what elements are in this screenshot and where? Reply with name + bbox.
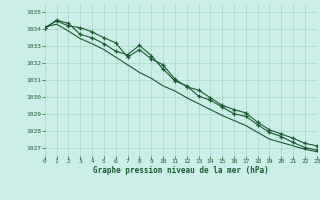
X-axis label: Graphe pression niveau de la mer (hPa): Graphe pression niveau de la mer (hPa) [93, 166, 269, 175]
